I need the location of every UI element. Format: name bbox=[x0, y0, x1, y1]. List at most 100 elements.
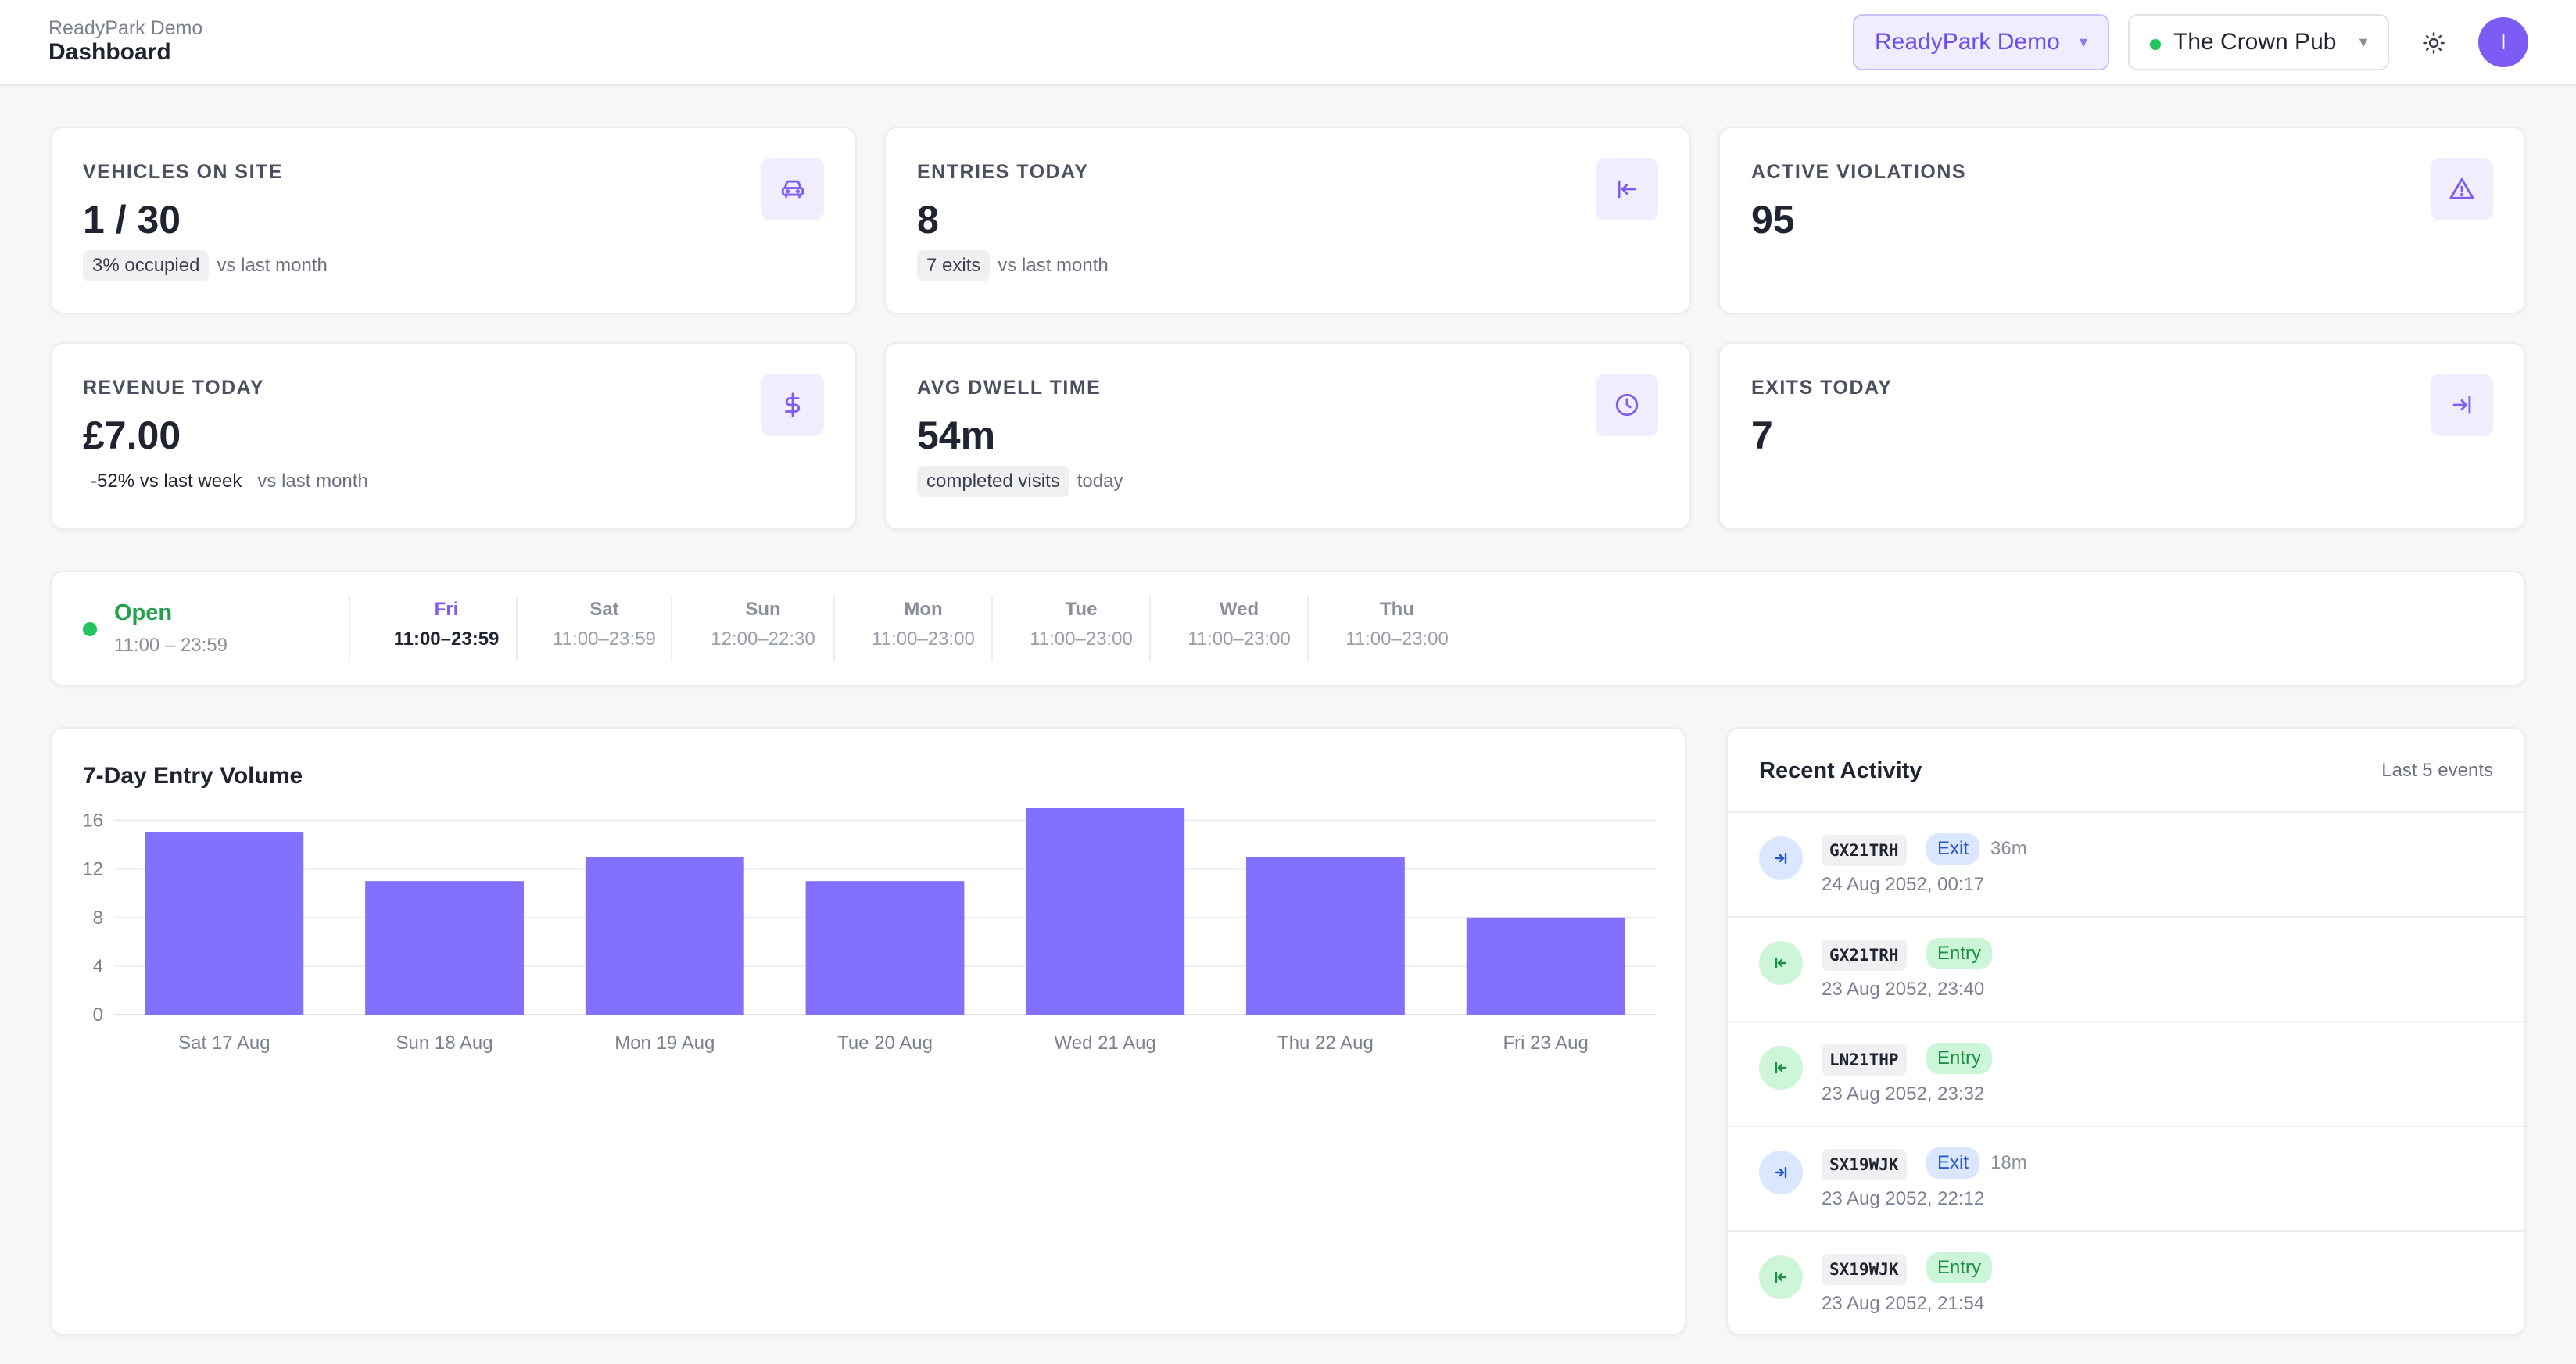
y-tick-label: 0 bbox=[93, 1004, 103, 1026]
day-hours-mon: Mon 11:00–23:00 bbox=[846, 599, 1001, 664]
stat-label: EXITS TODAY bbox=[1751, 377, 1893, 399]
event-type-badge: Entry bbox=[1926, 938, 1993, 969]
org-name: ReadyPark Demo bbox=[48, 17, 203, 39]
day-time: 11:00–23:00 bbox=[872, 628, 975, 650]
day-name: Sun bbox=[745, 599, 781, 620]
day-hours-sun: Sun 12:00–22:30 bbox=[685, 599, 841, 664]
stat-value: 95 bbox=[1751, 198, 1795, 242]
recent-activity-card: Recent Activity Last 5 events GX21TRH Ex… bbox=[1726, 727, 2526, 1335]
activity-row[interactable]: LN21THP Entry 23 Aug 2052, 23:32 bbox=[1728, 1021, 2524, 1126]
entry-volume-chart-card: 7-Day Entry Volume 0 4 8 12 16 Sat 17 Aug Sun … bbox=[50, 727, 1686, 1335]
stat-card-revenue-today: REVENUE TODAY £7.00 -52% vs last week vs… bbox=[50, 342, 857, 530]
stat-change: -52% vs last week bbox=[91, 471, 242, 492]
day-time: 11:00–23:59 bbox=[393, 628, 500, 650]
site-select[interactable]: The Crown Pub ▼ bbox=[2128, 14, 2389, 70]
day-time: 11:00–23:00 bbox=[1030, 628, 1133, 650]
x-tick-label: Mon 19 Aug bbox=[614, 1033, 715, 1054]
avatar[interactable]: I bbox=[2478, 17, 2528, 67]
activity-title: Recent Activity bbox=[1759, 758, 1922, 783]
entry-arrow-icon bbox=[1759, 1255, 1803, 1299]
open-status: Open bbox=[114, 600, 173, 625]
theme-toggle-button[interactable] bbox=[2414, 23, 2453, 63]
activity-row[interactable]: GX21TRH Entry 23 Aug 2052, 23:40 bbox=[1728, 916, 2524, 1021]
entry-arrow-icon bbox=[1759, 941, 1803, 985]
x-tick-label: Sat 17 Aug bbox=[178, 1033, 270, 1054]
stat-value: £7.00 bbox=[83, 413, 181, 457]
y-tick-label: 12 bbox=[82, 859, 103, 880]
day-name: Tue bbox=[1065, 599, 1098, 620]
site-select-label: The Crown Pub bbox=[2173, 29, 2337, 55]
organization-select-label: ReadyPark Demo bbox=[1875, 29, 2060, 55]
x-tick-label: Sun 18 Aug bbox=[396, 1033, 493, 1054]
event-duration: 18m bbox=[1990, 1152, 2027, 1173]
stat-value: 8 bbox=[917, 198, 939, 242]
day-time: 12:00–22:30 bbox=[711, 628, 815, 650]
activity-row[interactable]: SX19WJK Exit 18m 23 Aug 2052, 22:12 bbox=[1728, 1126, 2524, 1230]
page-title: Dashboard bbox=[48, 39, 171, 65]
divider bbox=[833, 596, 835, 661]
x-tick-label: Tue 20 Aug bbox=[837, 1033, 933, 1054]
stat-value: 7 bbox=[1751, 413, 1773, 457]
bar bbox=[145, 832, 304, 1015]
day-name: Wed bbox=[1219, 599, 1259, 620]
site-status-dot bbox=[2150, 39, 2161, 50]
stat-chip: 3% occupied bbox=[83, 250, 210, 281]
bar bbox=[1246, 857, 1405, 1015]
event-duration: 36m bbox=[1990, 838, 2027, 859]
day-name: Sat bbox=[589, 599, 619, 620]
stat-value: 1 / 30 bbox=[83, 198, 181, 242]
x-tick-label: Thu 22 Aug bbox=[1277, 1033, 1374, 1054]
day-time: 11:00–23:00 bbox=[1188, 628, 1291, 650]
stat-card-avg-dwell-time: AVG DWELL TIME 54m completed visits toda… bbox=[884, 342, 1691, 530]
stat-chip: completed visits bbox=[917, 466, 1069, 497]
stat-label: ACTIVE VIOLATIONS bbox=[1751, 161, 1967, 183]
day-name: Thu bbox=[1380, 599, 1414, 620]
divider bbox=[1307, 596, 1309, 661]
stat-chip: 7 exits bbox=[917, 250, 991, 281]
bar bbox=[1026, 808, 1185, 1015]
car-icon bbox=[761, 158, 824, 220]
stat-card-active-violations: ACTIVE VIOLATIONS 95 bbox=[1718, 127, 2526, 314]
activity-note: Last 5 events bbox=[2381, 760, 2493, 781]
divider bbox=[671, 596, 672, 661]
bar bbox=[365, 881, 524, 1015]
activity-row[interactable]: SX19WJK Entry 23 Aug 2052, 21:54 bbox=[1728, 1230, 2524, 1334]
license-plate: SX19WJK bbox=[1822, 1254, 1907, 1285]
bar bbox=[805, 881, 965, 1015]
stat-label: AVG DWELL TIME bbox=[917, 377, 1102, 399]
y-tick-label: 16 bbox=[82, 811, 103, 832]
activity-row[interactable]: GX21TRH Exit 36m 24 Aug 2052, 00:17 bbox=[1728, 811, 2524, 916]
chevron-down-icon: ▼ bbox=[2076, 34, 2091, 50]
divider bbox=[1149, 596, 1151, 661]
day-name: Mon bbox=[904, 599, 943, 620]
divider bbox=[349, 596, 350, 661]
dollar-icon bbox=[761, 374, 824, 436]
y-tick-label: 8 bbox=[93, 908, 103, 929]
stat-card-vehicles-on-site: VEHICLES ON SITE 1 / 30 3% occupied vs l… bbox=[50, 127, 857, 314]
opening-hours-bar: Open 11:00 – 23:59 Fri 11:00–23:59 Sat 1… bbox=[50, 571, 2526, 686]
exit-arrow-icon bbox=[2431, 374, 2493, 436]
clock-icon bbox=[1596, 374, 1658, 436]
organization-select[interactable]: ReadyPark Demo ▼ bbox=[1853, 14, 2109, 70]
stat-card-entries-today: ENTRIES TODAY 8 7 exits vs last month bbox=[884, 127, 1691, 314]
event-time: 24 Aug 2052, 00:17 bbox=[1822, 874, 1985, 895]
warning-triangle-icon bbox=[2431, 158, 2493, 220]
y-tick-label: 4 bbox=[93, 956, 103, 977]
x-tick-label: Fri 23 Aug bbox=[1503, 1033, 1588, 1054]
day-hours-sat: Sat 11:00–23:59 bbox=[530, 599, 679, 664]
divider bbox=[991, 596, 993, 661]
stat-note: vs last month bbox=[998, 255, 1109, 276]
license-plate: GX21TRH bbox=[1822, 835, 1907, 866]
stat-note: vs last month bbox=[257, 471, 368, 492]
sun-icon bbox=[2423, 32, 2445, 54]
entry-arrow-icon bbox=[1596, 158, 1658, 220]
entry-arrow-icon bbox=[1759, 1046, 1803, 1090]
open-time-range: 11:00 – 23:59 bbox=[114, 635, 228, 656]
divider bbox=[516, 596, 518, 661]
open-status-dot bbox=[83, 622, 97, 636]
exit-arrow-icon bbox=[1759, 836, 1803, 880]
event-time: 23 Aug 2052, 21:54 bbox=[1822, 1293, 1985, 1314]
day-hours-fri: Fri 11:00–23:59 bbox=[364, 599, 528, 664]
stat-note: today bbox=[1077, 471, 1123, 492]
x-tick-label: Wed 21 Aug bbox=[1055, 1033, 1156, 1054]
